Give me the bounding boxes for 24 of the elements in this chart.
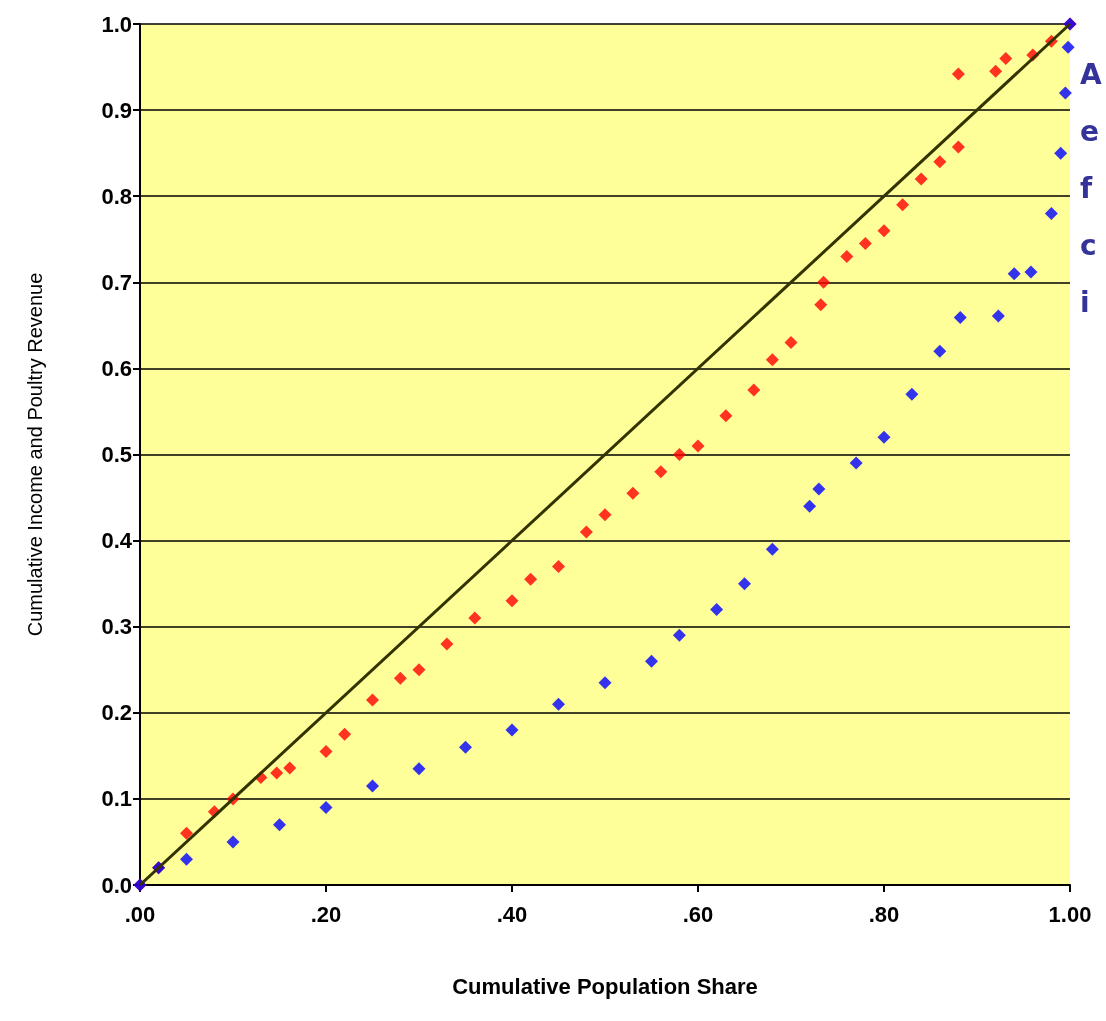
- y-tick-label: 0.3: [101, 614, 132, 640]
- y-tick-label: 0.4: [101, 528, 133, 554]
- x-tick-label: .60: [682, 901, 714, 927]
- y-tick-label: 0.0: [101, 872, 132, 898]
- text: i: [1080, 285, 1090, 319]
- y-tick-label: 0.2: [101, 700, 132, 726]
- y-tick-label: 0.8: [101, 183, 132, 209]
- text: f: [1080, 171, 1093, 205]
- y-tick-label: 1.0: [101, 11, 132, 37]
- y-tick-label: 0.5: [101, 442, 132, 467]
- y-tick-label: 0.1: [101, 786, 132, 812]
- text: e: [1080, 114, 1099, 148]
- y-axis-title: Cumulative Income and Poultry Revenue: [24, 272, 46, 637]
- text: A: [1080, 57, 1102, 91]
- x-axis-title: Cumulative Population Share: [452, 973, 758, 999]
- x-tick-label: .40: [496, 901, 528, 927]
- text: c: [1080, 228, 1097, 262]
- x-tick-label: .80: [868, 901, 900, 927]
- x-tick-label: 1.00: [1048, 901, 1092, 927]
- y-tick-label: 0.9: [101, 97, 132, 123]
- x-tick-label: .20: [310, 901, 342, 927]
- y-tick-label: 0.6: [101, 355, 132, 381]
- x-tick-label: .00: [124, 901, 156, 927]
- y-tick-label: 0.7: [101, 269, 132, 295]
